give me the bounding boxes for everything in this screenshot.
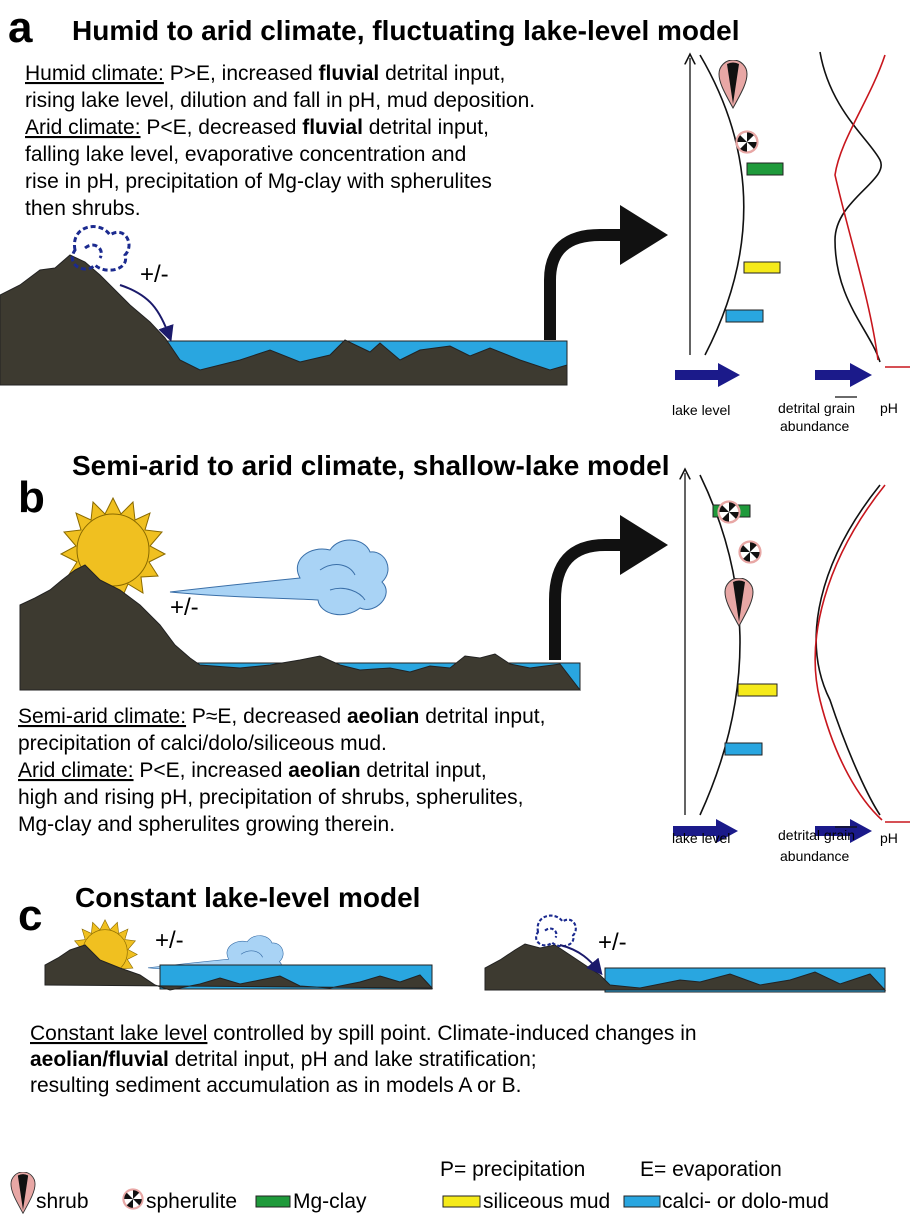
- text-run: Arid climate:: [18, 759, 134, 782]
- axis-label: pH: [880, 830, 898, 846]
- text-run: controlled by spill point. Climate-induc…: [207, 1022, 696, 1045]
- text-run: aeolian: [347, 705, 419, 728]
- axis-label: abundance: [780, 418, 850, 434]
- sign: +/-: [140, 261, 169, 288]
- arrowhead: [620, 515, 668, 575]
- profile: [675, 51, 910, 398]
- text-run: Arid climate:: [25, 116, 141, 139]
- text-run: aeolian: [288, 759, 360, 782]
- legend-text: spherulite: [146, 1190, 237, 1213]
- text-run: P<E, decreased: [141, 116, 303, 139]
- landscape: [484, 914, 887, 993]
- legend-text: Mg-clay: [293, 1190, 367, 1213]
- arrowhead: [620, 205, 668, 265]
- panel-title: Humid to arid climate, fluctuating lake-…: [72, 15, 739, 46]
- description-line: rising lake level, dilution and fall in …: [25, 89, 535, 112]
- panel-letter: c: [18, 891, 42, 940]
- description-line: Humid climate: P>E, increased fluvial de…: [25, 62, 505, 85]
- text-run: Semi-arid climate:: [18, 705, 186, 728]
- description-line: aeolian/fluvial detrital input, pH and l…: [30, 1048, 537, 1071]
- text-run: detrital input, pH and lake stratificati…: [169, 1048, 537, 1071]
- legend-text: shrub: [36, 1190, 89, 1213]
- description-line: Semi-arid climate: P≈E, decreased aeolia…: [18, 705, 545, 728]
- description-line: rise in pH, precipitation of Mg-clay wit…: [25, 170, 492, 193]
- text-run: P<E, increased: [134, 759, 289, 782]
- axis-label: lake level: [672, 402, 730, 418]
- axis-label: abundance: [780, 848, 850, 864]
- sign: +/-: [170, 594, 199, 621]
- description-line: high and rising pH, precipitation of shr…: [18, 786, 523, 809]
- panel-letter: b: [18, 473, 45, 522]
- description-line: Constant lake level controlled by spill …: [30, 1022, 697, 1045]
- landscape: [0, 225, 568, 386]
- landscape: [19, 497, 582, 691]
- arrow: [549, 539, 625, 660]
- text-run: precipitation of calci/dolo/siliceous mu…: [18, 732, 387, 755]
- text-run: resulting sediment accumulation as in mo…: [30, 1074, 521, 1097]
- text-run: Constant lake level: [30, 1022, 207, 1045]
- text-run: P≈E, decreased: [186, 705, 347, 728]
- description-line: resulting sediment accumulation as in mo…: [30, 1074, 521, 1097]
- axis-label: detrital grain: [778, 827, 855, 843]
- legend-text: siliceous mud: [483, 1190, 610, 1213]
- text-run: Mg-clay and spherulites growing therein.: [18, 813, 395, 836]
- sign: +/-: [155, 927, 184, 954]
- text-run: rising lake level, dilution and fall in …: [25, 89, 535, 112]
- axis-label: detrital grain: [778, 400, 855, 416]
- text-run: fluvial: [319, 62, 380, 85]
- panel-letter: a: [8, 3, 33, 52]
- sign: +/-: [598, 929, 627, 956]
- text-run: aeolian/fluvial: [30, 1048, 169, 1071]
- text-run: detrital input,: [419, 705, 545, 728]
- description-line: precipitation of calci/dolo/siliceous mu…: [18, 732, 387, 755]
- text-run: high and rising pH, precipitation of shr…: [18, 786, 523, 809]
- text-run: P>E, increased: [164, 62, 319, 85]
- legend-text: calci- or dolo-mud: [662, 1190, 829, 1213]
- axis-label: pH: [880, 400, 898, 416]
- profile: [673, 473, 910, 843]
- arrow: [544, 229, 625, 340]
- description-line: then shrubs.: [25, 197, 141, 220]
- description-line: Arid climate: P<E, decreased fluvial det…: [25, 116, 489, 139]
- description-line: Arid climate: P<E, increased aeolian det…: [18, 759, 487, 782]
- description-line: falling lake level, evaporative concentr…: [25, 143, 466, 166]
- text-run: fluvial: [302, 116, 363, 139]
- legend: P= precipitation E= evaporation shrub sp…: [10, 1158, 829, 1214]
- text-run: falling lake level, evaporative concentr…: [25, 143, 466, 166]
- text-run: detrital input,: [379, 62, 505, 85]
- panel-title: Constant lake-level model: [75, 882, 420, 913]
- legend-text: P= precipitation: [440, 1158, 585, 1181]
- legend-text: E= evaporation: [640, 1158, 782, 1181]
- text-run: Humid climate:: [25, 62, 164, 85]
- text-run: then shrubs.: [25, 197, 141, 220]
- text-run: detrital input,: [361, 759, 487, 782]
- axis-label: lake level: [672, 830, 730, 846]
- text-run: rise in pH, precipitation of Mg-clay wit…: [25, 170, 492, 193]
- panel-title: Semi-arid to arid climate, shallow-lake …: [72, 450, 670, 481]
- landscape: [44, 919, 434, 991]
- description-line: Mg-clay and spherulites growing therein.: [18, 813, 395, 836]
- text-run: detrital input,: [363, 116, 489, 139]
